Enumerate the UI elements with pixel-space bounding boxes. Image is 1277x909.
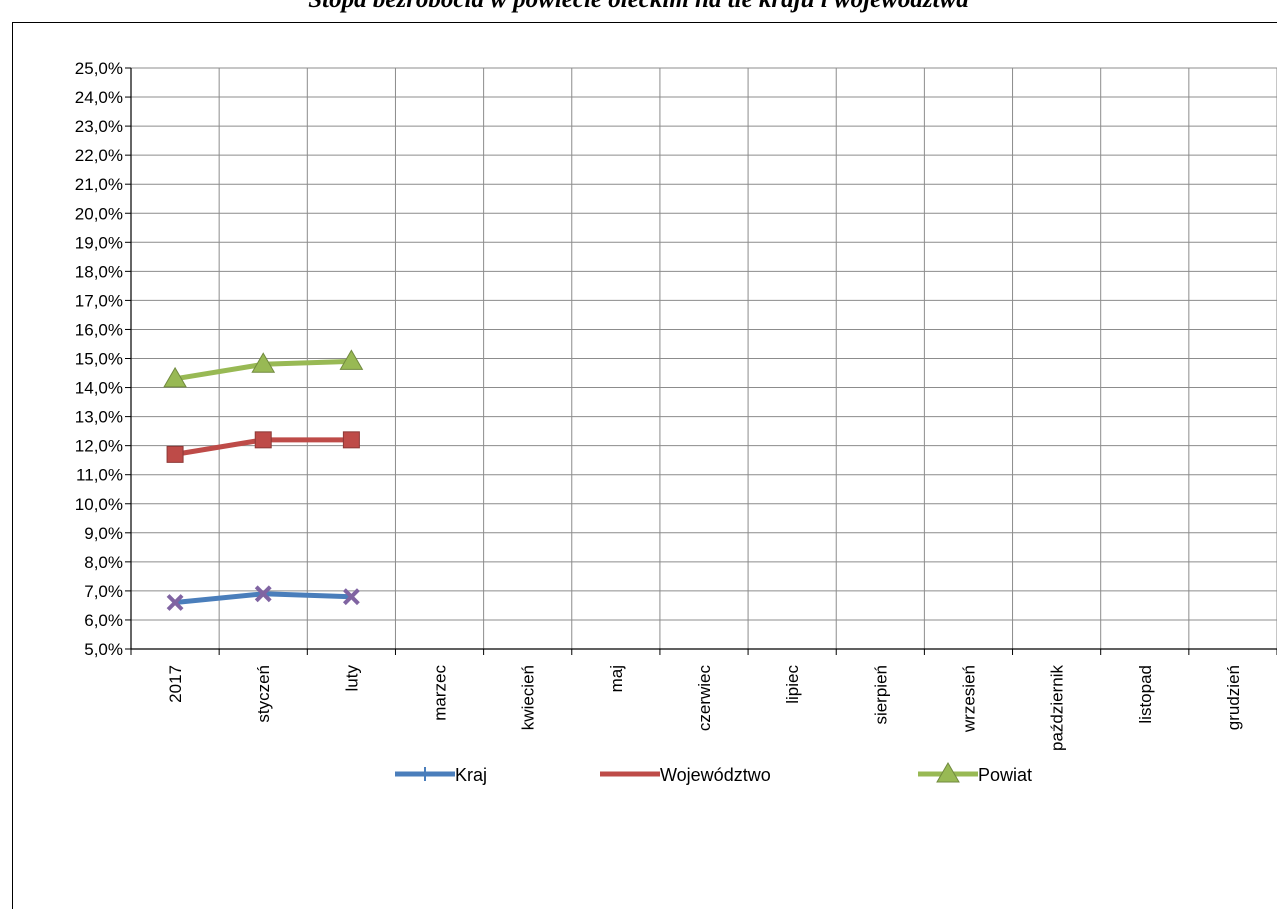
y-tick-label: 14,0%: [75, 379, 123, 398]
x-tick-label-pazdziernik: październik: [1048, 665, 1067, 751]
x-tick-label-wrzesien: wrzesień: [959, 665, 978, 733]
y-tick-label: 12,0%: [75, 437, 123, 456]
y-tick-label: 19,0%: [75, 233, 123, 252]
x-tick-label-grudzien: grudzień: [1224, 665, 1243, 730]
x-tick-label-listopad: listopad: [1136, 665, 1155, 724]
y-tick-label: 24,0%: [75, 88, 123, 107]
series-markers: [164, 350, 362, 609]
x-tick-label-czerwiec: czerwiec: [695, 665, 714, 732]
y-tick-label: 17,0%: [75, 291, 123, 310]
data-point-wojewodztwo: [255, 432, 271, 448]
data-point-wojewodztwo: [343, 432, 359, 448]
y-axis-ticks: 5,0% 6,0% 7,0% 8,0% 9,0% 10,0% 11,0% 12,0% 13,0%…: [75, 59, 123, 659]
x-axis-ticks: 2017 styczeń luty marzec kwiecień maj czerwiec…: [166, 665, 1243, 751]
legend-label: Powiat: [978, 765, 1032, 785]
y-tick-label: 8,0%: [84, 553, 123, 572]
legend: Kraj Województwo Powiat: [395, 763, 1032, 785]
y-tick-label: 5,0%: [84, 640, 123, 659]
legend-item-wojewodztwo: Województwo: [600, 765, 771, 785]
y-tick-label: 6,0%: [84, 611, 123, 630]
x-tick-label-maj: maj: [607, 665, 626, 692]
legend-label: Województwo: [660, 765, 771, 785]
x-tick-label-sierpien: sierpień: [871, 665, 890, 725]
y-tick-label: 10,0%: [75, 495, 123, 514]
x-tick-label-marzec: marzec: [431, 665, 450, 721]
x-tick-label-2017: 2017: [166, 665, 185, 703]
legend-item-powiat: Powiat: [918, 763, 1032, 785]
y-tick-label: 22,0%: [75, 146, 123, 165]
legend-item-kraj: Kraj: [395, 765, 487, 785]
data-point-wojewodztwo: [167, 446, 183, 462]
y-tick-label: 7,0%: [84, 582, 123, 601]
y-tick-label: 18,0%: [75, 262, 123, 281]
x-tick-label-luty: luty: [342, 665, 361, 692]
x-tick-label-lipiec: lipiec: [783, 665, 802, 704]
legend-label: Kraj: [455, 765, 487, 785]
y-tick-label: 21,0%: [75, 175, 123, 194]
series-lines: [175, 361, 351, 602]
y-tick-label: 25,0%: [75, 59, 123, 78]
y-tick-label: 16,0%: [75, 320, 123, 339]
y-tick-label: 23,0%: [75, 117, 123, 136]
grid-lines: [131, 68, 1277, 649]
y-tick-label: 15,0%: [75, 350, 123, 369]
y-tick-label: 9,0%: [84, 524, 123, 543]
y-tick-label: 20,0%: [75, 204, 123, 223]
x-tick-label-kwiecien: kwiecień: [519, 665, 538, 730]
y-tick-label: 13,0%: [75, 408, 123, 427]
x-tick-label-styczen: styczeń: [254, 665, 273, 723]
y-tick-label: 11,0%: [76, 466, 123, 485]
